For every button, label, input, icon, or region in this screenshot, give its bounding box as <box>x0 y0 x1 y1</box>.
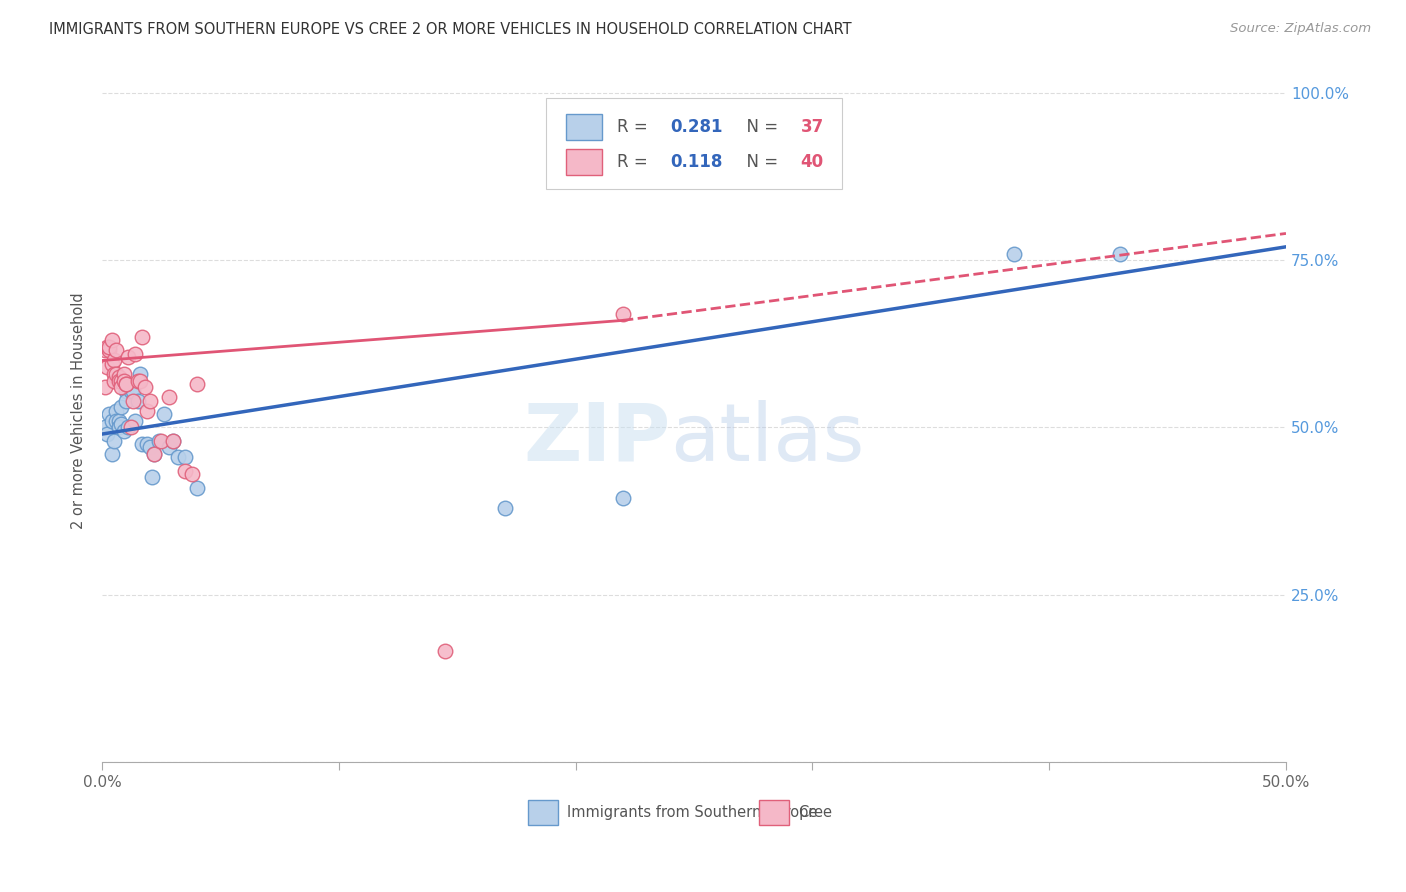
Text: Cree: Cree <box>799 805 832 821</box>
Point <box>117 350 139 364</box>
Text: 37: 37 <box>800 118 824 136</box>
Text: 0.118: 0.118 <box>671 153 723 171</box>
Point <box>134 380 156 394</box>
Point <box>100 447 122 461</box>
Point <box>100 414 122 428</box>
Point <box>93 380 115 394</box>
FancyBboxPatch shape <box>546 98 842 189</box>
Point <box>115 393 138 408</box>
Point <box>96 360 118 375</box>
FancyBboxPatch shape <box>567 149 602 176</box>
Point <box>96 340 118 354</box>
Point <box>112 424 135 438</box>
Point <box>141 470 163 484</box>
Point <box>115 376 138 391</box>
Point <box>100 334 122 348</box>
Point <box>181 467 204 482</box>
Text: Source: ZipAtlas.com: Source: ZipAtlas.com <box>1230 22 1371 36</box>
Point <box>174 450 197 465</box>
Text: atlas: atlas <box>671 400 865 478</box>
Point <box>167 450 190 465</box>
Point <box>112 374 135 388</box>
Point <box>1109 246 1132 260</box>
Point <box>105 403 128 417</box>
Point <box>110 401 132 415</box>
Text: N =: N = <box>735 153 783 171</box>
Point <box>98 407 121 421</box>
Point <box>110 380 132 394</box>
Point <box>138 441 160 455</box>
Point <box>120 384 142 398</box>
Point <box>105 414 128 428</box>
Point <box>103 374 125 388</box>
Text: 0.281: 0.281 <box>671 118 723 136</box>
Point <box>434 644 457 658</box>
Point <box>105 343 128 358</box>
Point <box>112 367 135 381</box>
Point <box>124 414 146 428</box>
Point <box>93 420 115 434</box>
Point <box>115 384 138 398</box>
Point <box>110 417 132 431</box>
Point <box>107 370 129 384</box>
Point <box>152 407 174 421</box>
Point <box>117 420 139 434</box>
Point <box>98 340 121 354</box>
Point <box>129 367 152 381</box>
Point <box>124 347 146 361</box>
Point <box>103 367 125 381</box>
Text: N =: N = <box>735 118 783 136</box>
Point <box>103 434 125 448</box>
Point <box>105 367 128 381</box>
Point <box>127 374 149 388</box>
Point <box>100 357 122 371</box>
Text: ZIP: ZIP <box>523 400 671 478</box>
Point <box>143 447 166 461</box>
Point <box>612 307 634 321</box>
Point <box>157 390 180 404</box>
Text: Immigrants from Southern Europe: Immigrants from Southern Europe <box>568 805 818 821</box>
Point <box>107 374 129 388</box>
Point <box>186 376 208 391</box>
Point <box>136 403 159 417</box>
Point <box>136 437 159 451</box>
FancyBboxPatch shape <box>567 113 602 140</box>
Point <box>96 427 118 442</box>
Point <box>143 447 166 461</box>
Point <box>162 434 184 448</box>
Point <box>103 353 125 368</box>
FancyBboxPatch shape <box>759 800 789 825</box>
Point <box>150 434 173 448</box>
Point <box>93 343 115 358</box>
Point <box>494 500 516 515</box>
Point <box>127 393 149 408</box>
Point <box>120 420 142 434</box>
Point <box>157 441 180 455</box>
Point <box>148 434 170 448</box>
Point <box>122 384 145 398</box>
Point <box>131 437 153 451</box>
Y-axis label: 2 or more Vehicles in Household: 2 or more Vehicles in Household <box>72 293 86 529</box>
Point <box>115 376 138 391</box>
Point <box>110 374 132 388</box>
Point <box>131 330 153 344</box>
Point <box>162 434 184 448</box>
Point <box>107 414 129 428</box>
Point <box>138 393 160 408</box>
Point <box>107 420 129 434</box>
FancyBboxPatch shape <box>529 800 558 825</box>
Text: R =: R = <box>617 118 654 136</box>
Point <box>122 393 145 408</box>
Point <box>1002 246 1025 260</box>
Text: R =: R = <box>617 153 654 171</box>
Point <box>174 464 197 478</box>
Point <box>186 481 208 495</box>
Point <box>612 491 634 505</box>
Point <box>129 374 152 388</box>
Text: 40: 40 <box>800 153 824 171</box>
Text: IMMIGRANTS FROM SOUTHERN EUROPE VS CREE 2 OR MORE VEHICLES IN HOUSEHOLD CORRELAT: IMMIGRANTS FROM SOUTHERN EUROPE VS CREE … <box>49 22 852 37</box>
Point <box>98 343 121 358</box>
